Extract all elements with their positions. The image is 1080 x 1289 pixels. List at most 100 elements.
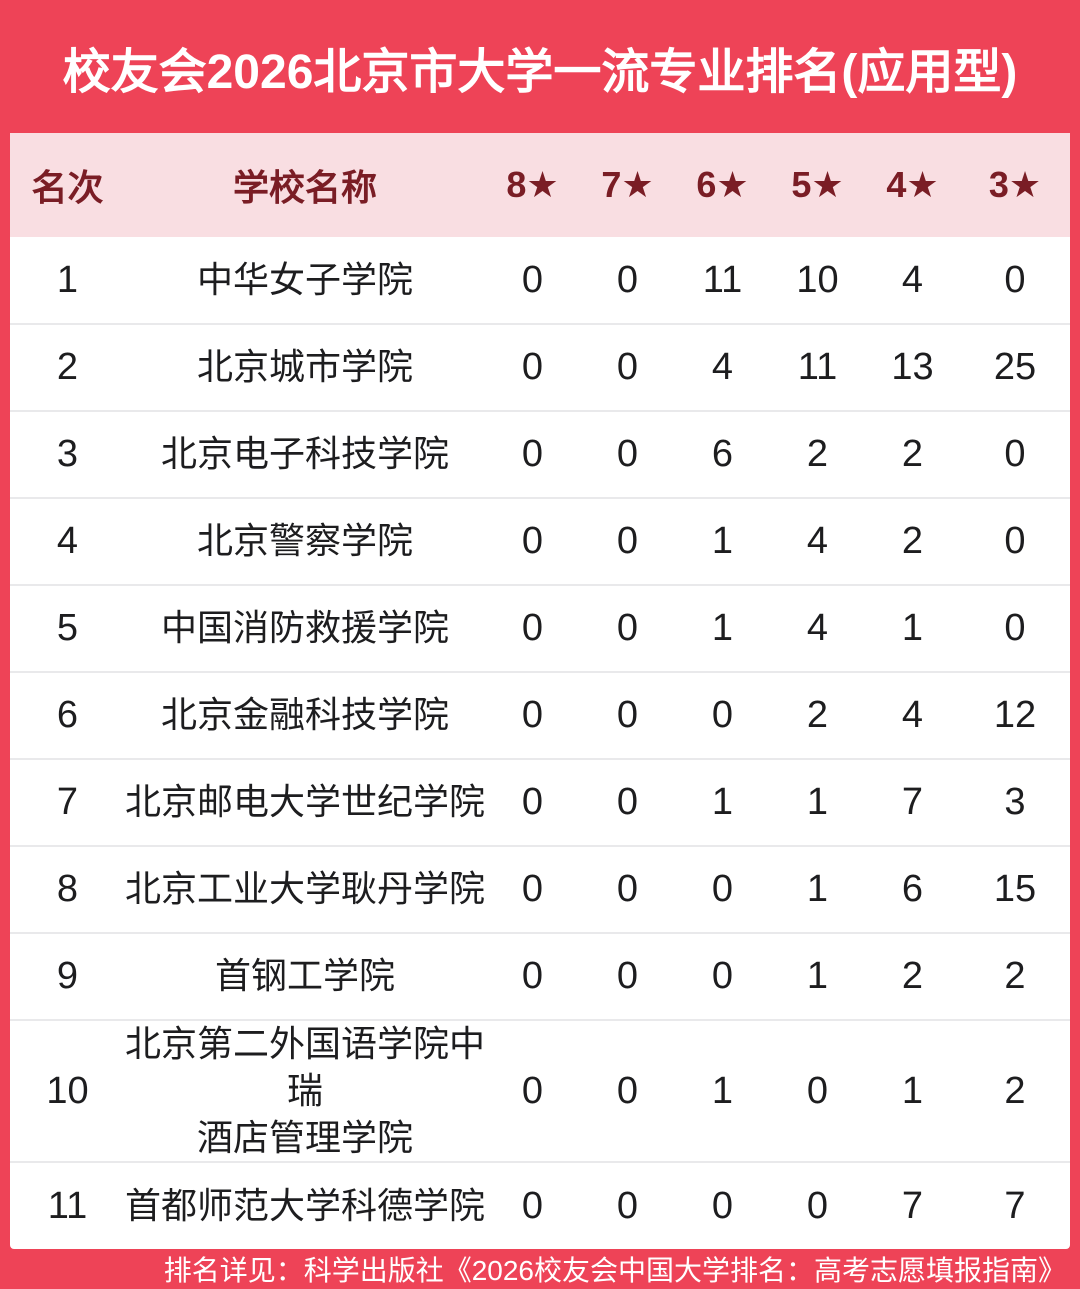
title-band: 校友会2026北京市大学一流专业排名(应用型) xyxy=(0,0,1080,133)
school-name-cell: 中国消防救援学院 xyxy=(125,584,485,672)
star-count-cell: 3 xyxy=(960,758,1070,846)
star-count-cell: 1 xyxy=(865,584,960,672)
rank-cell: 10 xyxy=(10,1018,125,1163)
star-count-cell: 13 xyxy=(865,323,960,411)
star-count-cell: 7 xyxy=(865,1161,960,1250)
footer-band: 排名详见：科学出版社《2026校友会中国大学排名：高考志愿填报指南》 xyxy=(0,1249,1080,1289)
star-count-cell: 2 xyxy=(865,932,960,1020)
column-header-star-4: 4★ xyxy=(886,164,939,205)
star-count-cell: 7 xyxy=(865,758,960,846)
table-row: 4 北京警察学院 0 0 1 4 2 0 xyxy=(10,497,1070,585)
star-count-cell: 2 xyxy=(960,932,1070,1020)
star-count-cell: 4 xyxy=(901,258,924,301)
table-row: 11 首都师范大学科德学院 0 0 0 0 7 7 xyxy=(10,1161,1070,1250)
column-header-star-8: 8★ xyxy=(506,164,559,205)
school-name-cell: 北京金融科技学院 xyxy=(125,671,485,759)
star-count-cell: 2 xyxy=(865,497,960,585)
star-count-cell: 6 xyxy=(865,845,960,933)
star-count-cell: 0 xyxy=(960,497,1070,585)
star-count-cell: 0 xyxy=(580,410,675,498)
star-count-cell: 0 xyxy=(770,1161,865,1250)
rank-cell: 5 xyxy=(10,584,125,672)
header-row: 名次 学校名称 8★ 7★ 6★ 5★ 4★ 3★ xyxy=(10,133,1070,237)
school-name-cell: 北京城市学院 xyxy=(125,323,485,411)
star-count-cell: 0 xyxy=(675,845,770,933)
star-count-cell: 0 xyxy=(960,584,1070,672)
table-body: 1 中华女子学院 0 0 11 10 4 0 2 北京城市学院 0 0 4 11 13 25 3 北京电子科技学院… xyxy=(10,237,1070,1250)
school-name-cell: 北京工业大学耿丹学院 xyxy=(125,845,485,933)
table-row: 7 北京邮电大学世纪学院 0 0 1 1 7 3 xyxy=(10,758,1070,846)
star-count-cell: 0 xyxy=(485,758,580,846)
star-count-cell: 1 xyxy=(865,1018,960,1163)
star-count-cell: 0 xyxy=(580,1018,675,1163)
star-count-cell: 10 xyxy=(796,258,839,301)
star-count-cell: 0 xyxy=(485,1018,580,1163)
star-count-cell: 0 xyxy=(485,845,580,933)
star-count-cell: 0 xyxy=(616,258,639,301)
star-count-cell: 4 xyxy=(675,323,770,411)
table-row: 9 首钢工学院 0 0 0 1 2 2 xyxy=(10,932,1070,1020)
rank-cell: 4 xyxy=(10,497,125,585)
star-count-cell: 4 xyxy=(770,584,865,672)
rank-cell: 1 xyxy=(56,258,79,301)
star-count-cell: 4 xyxy=(865,671,960,759)
star-count-cell: 0 xyxy=(770,1018,865,1163)
rank-cell: 11 xyxy=(10,1161,125,1250)
star-count-cell: 1 xyxy=(770,932,865,1020)
star-count-cell: 0 xyxy=(675,1161,770,1250)
column-header-star-6: 6★ xyxy=(696,164,749,205)
column-header-rank: 名次 xyxy=(31,167,104,208)
star-count-cell: 0 xyxy=(580,845,675,933)
star-count-cell: 1 xyxy=(675,758,770,846)
school-name-cell: 首都师范大学科德学院 xyxy=(125,1161,485,1250)
ranking-table: 名次 学校名称 8★ 7★ 6★ 5★ 4★ 3★ 1 中华女子学院 0 0 11 10 4 0 2 北京城市学… xyxy=(10,133,1070,1250)
star-count-cell: 0 xyxy=(485,1161,580,1250)
school-name-cell: 北京电子科技学院 xyxy=(125,410,485,498)
star-count-cell: 6 xyxy=(675,410,770,498)
star-count-cell: 1 xyxy=(770,845,865,933)
rank-cell: 2 xyxy=(10,323,125,411)
star-count-cell: 0 xyxy=(1004,258,1026,301)
table-row: 5 中国消防救援学院 0 0 1 4 1 0 xyxy=(10,584,1070,672)
star-count-cell: 0 xyxy=(580,671,675,759)
school-name-cell: 中华女子学院 xyxy=(196,258,413,300)
star-count-cell: 0 xyxy=(485,932,580,1020)
star-count-cell: 0 xyxy=(960,410,1070,498)
column-header-school: 学校名称 xyxy=(232,167,377,208)
star-count-cell: 0 xyxy=(485,497,580,585)
table-row: 1 中华女子学院 0 0 11 10 4 0 xyxy=(10,237,1070,324)
column-header-star-7: 7★ xyxy=(601,164,654,205)
star-count-cell: 0 xyxy=(485,671,580,759)
star-count-cell: 7 xyxy=(960,1161,1070,1250)
star-count-cell: 0 xyxy=(580,1161,675,1250)
star-count-cell: 2 xyxy=(770,671,865,759)
star-count-cell: 25 xyxy=(960,323,1070,411)
star-count-cell: 1 xyxy=(675,497,770,585)
star-count-cell: 11 xyxy=(770,323,865,411)
star-count-cell: 0 xyxy=(580,323,675,411)
star-count-cell: 0 xyxy=(485,584,580,672)
star-count-cell: 1 xyxy=(770,758,865,846)
school-name-cell: 北京邮电大学世纪学院 xyxy=(125,758,485,846)
star-count-cell: 15 xyxy=(960,845,1070,933)
column-header-star-3: 3★ xyxy=(988,164,1042,205)
school-name-cell: 首钢工学院 xyxy=(125,932,485,1020)
table-row: 8 北京工业大学耿丹学院 0 0 0 1 6 15 xyxy=(10,845,1070,933)
page-title: 校友会2026北京市大学一流专业排名(应用型) xyxy=(62,45,1018,99)
star-count-cell: 0 xyxy=(485,410,580,498)
star-count-cell: 0 xyxy=(580,932,675,1020)
table-row: 3 北京电子科技学院 0 0 6 2 2 0 xyxy=(10,410,1070,498)
star-count-cell: 2 xyxy=(960,1018,1070,1163)
star-count-cell: 2 xyxy=(865,410,960,498)
rank-cell: 9 xyxy=(10,932,125,1020)
column-header-star-5: 5★ xyxy=(791,164,844,205)
table-row: 6 北京金融科技学院 0 0 0 2 4 12 xyxy=(10,671,1070,759)
star-count-cell: 2 xyxy=(770,410,865,498)
star-count-cell: 4 xyxy=(770,497,865,585)
rank-cell: 6 xyxy=(10,671,125,759)
footer-note: 排名详见：科学出版社《2026校友会中国大学排名：高考志愿填报指南》 xyxy=(163,1255,1066,1287)
rank-cell: 7 xyxy=(10,758,125,846)
rank-cell: 3 xyxy=(10,410,125,498)
school-name-cell: 北京警察学院 xyxy=(125,497,485,585)
